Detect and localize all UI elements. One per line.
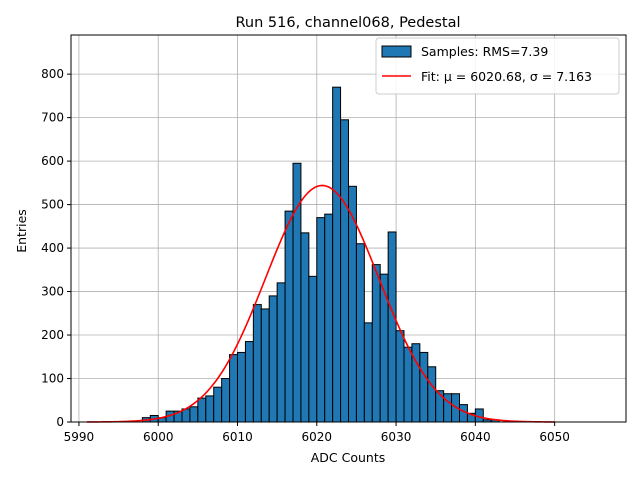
- histogram-bar: [284, 210, 294, 423]
- x-tick-label: 6020: [302, 430, 333, 444]
- histogram-bar: [205, 395, 215, 423]
- y-tick-label: 800: [41, 67, 64, 81]
- histogram-bar: [237, 351, 246, 423]
- y-axis-label: Entries: [14, 209, 29, 253]
- histogram-bar: [403, 346, 413, 423]
- y-tick-label: 0: [56, 415, 64, 429]
- histogram-bar: [213, 386, 223, 423]
- y-tick-label: 200: [41, 328, 64, 342]
- x-tick-label: 6050: [539, 430, 570, 444]
- histogram-bar: [379, 273, 389, 423]
- histogram-bar: [340, 119, 350, 423]
- histogram-bar: [419, 351, 429, 423]
- legend-box: [375, 37, 620, 95]
- histogram-bar: [260, 308, 270, 423]
- x-tick-label: 5990: [64, 430, 95, 444]
- chart-title: Run 516, channel068, Pedestal: [235, 15, 460, 31]
- histogram-bar: [371, 264, 381, 423]
- histogram-bar: [435, 390, 445, 423]
- y-tick-label: 100: [41, 372, 64, 386]
- legend-fit-label: Fit: μ = 6020.68, σ = 7.163: [421, 69, 592, 84]
- legend-histogram-label: Samples: RMS=7.39: [421, 44, 548, 59]
- x-tick-label: 6030: [381, 430, 412, 444]
- histogram-bar: [363, 322, 373, 423]
- y-axis-ticks: 0 100 200 300 400 500 600 700 800: [41, 67, 71, 429]
- histogram-bar: [221, 378, 231, 423]
- y-tick-label: 600: [41, 154, 64, 168]
- histogram-bar: [189, 406, 199, 423]
- fit-curve: [86, 184, 555, 423]
- histogram-bar: [387, 231, 397, 423]
- y-tick-label: 400: [41, 241, 64, 255]
- histogram-bar: [229, 354, 238, 423]
- histogram-bar: [268, 295, 278, 423]
- y-tick-label: 300: [41, 285, 64, 299]
- legend: Samples: RMS=7.39 Fit: μ = 6020.68, σ = …: [375, 37, 620, 95]
- histogram-bar: [332, 86, 342, 423]
- histogram-bars: [141, 86, 500, 423]
- y-tick-label: 700: [41, 111, 64, 125]
- x-axis-label: ADC Counts: [311, 450, 386, 465]
- x-tick-label: 6000: [143, 430, 174, 444]
- histogram-bar: [252, 304, 262, 423]
- histogram-bar: [355, 243, 365, 423]
- plot-frame: [70, 34, 627, 423]
- histogram-bar: [395, 330, 405, 423]
- histogram-bar: [276, 282, 286, 423]
- y-tick-label: 500: [41, 198, 64, 212]
- x-tick-label: 6040: [460, 430, 491, 444]
- histogram-bar: [324, 213, 334, 423]
- legend-histogram-swatch: [381, 45, 412, 58]
- histogram-bar: [427, 366, 437, 423]
- x-tick-label: 6010: [222, 430, 253, 444]
- histogram-bar: [300, 232, 310, 423]
- histogram-bar: [316, 217, 326, 423]
- x-axis-ticks: 5990 6000 6010 6020 6030 6040 6050: [64, 422, 570, 444]
- histogram-bar: [197, 397, 207, 423]
- histogram-bar: [308, 275, 318, 423]
- histogram-bar: [244, 341, 254, 423]
